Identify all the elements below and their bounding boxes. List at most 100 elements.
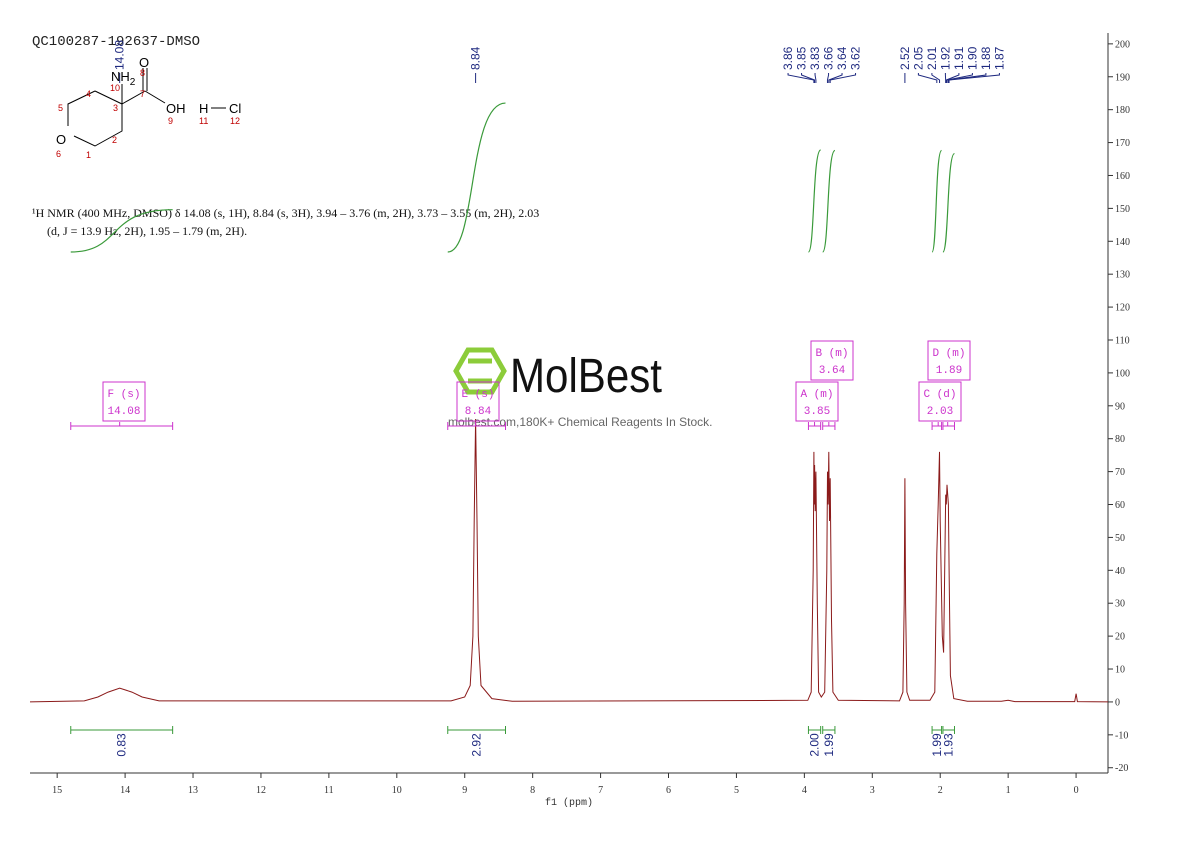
x-axis-label: f1 (ppm)	[545, 797, 593, 809]
atom-label: O	[139, 55, 149, 70]
integral-label: 2.92	[470, 733, 484, 757]
peak-leader	[826, 73, 830, 83]
x-tick-label: 3	[870, 785, 875, 796]
x-tick-label: 11	[324, 785, 334, 796]
multiplet-box	[102, 381, 146, 422]
multiplet-label: E (s)	[461, 389, 494, 401]
integral-curve	[447, 102, 506, 253]
atom-number: 10	[110, 83, 120, 93]
atom-label: H	[199, 101, 208, 116]
carboxyl-bond	[121, 90, 146, 105]
y-tick-label: 50	[1115, 533, 1125, 544]
y-tick-label: 190	[1115, 72, 1130, 83]
multiplet-label: C (d)	[923, 389, 956, 401]
x-tick-label: 1	[1006, 785, 1011, 796]
y-tick-label: 80	[1115, 434, 1125, 445]
x-tick-label: 7	[598, 785, 603, 796]
integral-label: 0.83	[115, 733, 129, 757]
peak-label: 3.62	[849, 46, 863, 70]
atom-label: NH2	[111, 69, 136, 88]
x-tick-label: 14	[120, 785, 130, 796]
x-tick-label: 10	[392, 785, 402, 796]
multiplet-shift: 3.85	[804, 406, 830, 418]
x-tick-label: 0	[1074, 785, 1079, 796]
integral-label: 1.99	[822, 733, 836, 757]
x-tick-label: 5	[734, 785, 739, 796]
logo-hexagon	[453, 347, 507, 395]
atom-label: O	[56, 132, 66, 147]
peak-label: 1.92	[938, 46, 952, 70]
y-tick-label: -10	[1115, 730, 1128, 741]
atom-subscript: 2	[130, 77, 136, 88]
y-tick-label: 70	[1115, 467, 1125, 478]
peak-label: 14.08	[113, 40, 127, 70]
integral-curve	[70, 209, 173, 253]
atom-label: Cl	[229, 101, 241, 116]
x-tick-label: 12	[256, 785, 266, 796]
atom-number: 9	[168, 116, 173, 126]
y-tick-label: 150	[1115, 204, 1130, 215]
atom-number: 6	[56, 149, 61, 159]
y-tick-label: 200	[1115, 39, 1130, 50]
integral-curve	[807, 149, 822, 253]
x-tick-label: 8	[530, 785, 535, 796]
peak-label: 3.85	[795, 46, 809, 70]
y-tick-label: 100	[1115, 368, 1130, 379]
y-tick-label: 120	[1115, 303, 1130, 314]
structure-bonds	[67, 68, 226, 147]
multiplet-label: A (m)	[800, 389, 833, 401]
y-tick-label: 140	[1115, 237, 1130, 248]
logo	[453, 347, 507, 395]
description-line: (d, J = 13.9 Hz, 2H), 1.95 – 1.79 (m, 2H…	[47, 224, 247, 238]
peak-label: 1.88	[979, 46, 993, 70]
peak-leader	[945, 73, 960, 83]
description-line: ¹H NMR (400 MHz, DMSO) δ 14.08 (s, 1H), …	[32, 206, 539, 220]
atom-number: 11	[199, 116, 208, 126]
multiplet-label: D (m)	[932, 348, 965, 360]
multiplet-label: B (m)	[815, 348, 848, 360]
y-tick-label: 60	[1115, 500, 1125, 511]
x-tick-label: 6	[666, 785, 671, 796]
x-tick-label: 2	[938, 785, 943, 796]
peak-label: 2.05	[911, 46, 925, 70]
atom-label-text: NH	[111, 69, 130, 84]
x-tick-label: 13	[188, 785, 198, 796]
y-tick-label: 160	[1115, 171, 1130, 182]
y-tick-label: 20	[1115, 632, 1125, 643]
x-tick-label: 15	[52, 785, 62, 796]
atom-number: 1	[86, 150, 91, 160]
y-tick-label: 90	[1115, 401, 1125, 412]
y-tick-label: 110	[1115, 335, 1130, 346]
peak-label: 3.86	[781, 46, 795, 70]
ring-bond	[67, 90, 96, 126]
multiplet-shift: 8.84	[465, 406, 492, 418]
atom-number: 3	[113, 103, 118, 113]
watermark-brand: MolBest	[510, 350, 662, 403]
atom-number: 12	[230, 116, 240, 126]
integral-curve	[822, 149, 836, 253]
peak-label: 1.90	[965, 46, 979, 70]
peak-leader	[829, 73, 857, 83]
atom-number: 2	[112, 135, 117, 145]
x-tick-label: 4	[802, 785, 807, 796]
peak-leader	[917, 73, 938, 83]
peak-label: 3.66	[822, 46, 836, 70]
peak-leader	[814, 73, 817, 83]
multiplet-label: F (s)	[107, 389, 140, 401]
multiplet-box	[795, 381, 839, 422]
atom-number: 7	[140, 89, 145, 99]
chart-title: QC100287-192637-DMSO	[32, 34, 200, 50]
integral-curve	[931, 149, 943, 253]
multiplet-shift: 2.03	[927, 406, 953, 418]
peak-leader	[931, 73, 941, 83]
spectrum-line	[29, 418, 1109, 703]
integral-curve	[942, 152, 956, 253]
peak-label: 3.83	[808, 46, 822, 70]
y-tick-label: 10	[1115, 665, 1125, 676]
atom-number: 8	[140, 68, 145, 78]
